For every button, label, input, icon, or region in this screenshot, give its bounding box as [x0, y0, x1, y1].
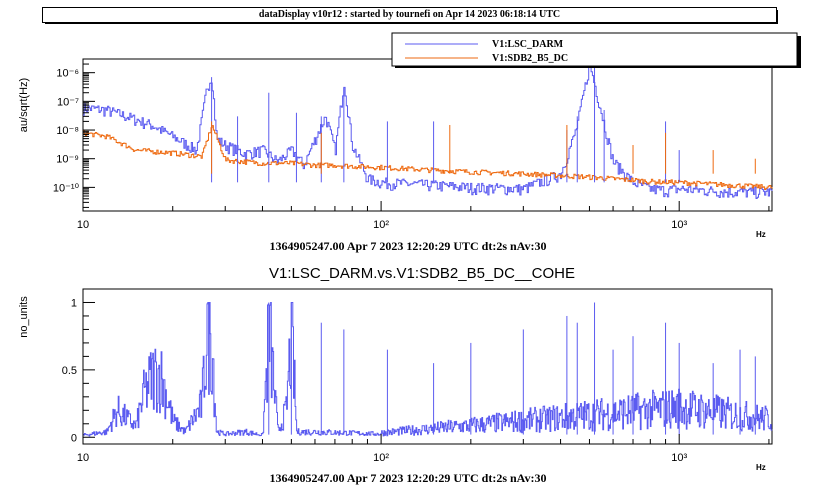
asd-ytick-label: 10⁻⁹ — [56, 154, 79, 166]
asd-axes: 10 10² 10³ 10⁻¹⁰ 10⁻⁹ 10⁻⁸ 10⁻⁷ 10⁻⁶ — [53, 58, 770, 231]
asd-xtick-label: 10² — [373, 219, 389, 231]
coherence-ytick-label: 0 — [71, 432, 77, 444]
asd-xtick-label: 10 — [77, 219, 89, 231]
coherence-title: V1:LSC_DARM.vs.V1:SDB2_B5_DC__COHE — [269, 265, 575, 282]
app-title-banner: dataDisplay v10r12 : started by tournefi… — [42, 7, 777, 23]
coherence-axes: 10 10² 10³ 0 0.5 1 — [62, 297, 770, 464]
coherence-xtick-label: 10³ — [671, 452, 687, 464]
legend-label-darm: V1:LSC_DARM — [492, 39, 564, 50]
series-line-coherence — [83, 302, 773, 437]
coherence-plot-frame — [82, 288, 773, 445]
coherence-xtick-label: 10 — [77, 452, 89, 464]
coherence-ytick-label: 1 — [71, 297, 77, 309]
legend-box — [391, 32, 798, 67]
asd-ytick-label: 10⁻¹⁰ — [53, 182, 80, 194]
coherence-plot: V1:LSC_DARM.vs.V1:SDB2_B5_DC__COHE 10 10²… — [18, 265, 773, 485]
asd-ylabel: au/sqrt(Hz) — [18, 78, 30, 132]
coherence-series-group — [83, 302, 773, 437]
asd-plot: 10 10² 10³ 10⁻¹⁰ 10⁻⁹ 10⁻⁸ 10⁻⁷ 10⁻⁶ au/sqrt(Hz… — [18, 58, 773, 253]
coherence-ylabel: no_units — [18, 296, 30, 338]
coherence-xunit: Hz — [756, 463, 766, 472]
asd-xunit: Hz — [756, 230, 766, 239]
legend[interactable]: V1:LSC_DARM V1:SDB2_B5_DC — [391, 32, 801, 68]
asd-ytick-label: 10⁻⁷ — [57, 96, 79, 108]
coherence-ytick-label: 0.5 — [62, 365, 77, 377]
asd-ytick-label: 10⁻⁶ — [56, 68, 79, 80]
series-line-darm — [83, 63, 773, 199]
asd-series-group — [83, 63, 773, 199]
asd-ytick-label: 10⁻⁸ — [56, 125, 79, 137]
series-line-sdb2 — [83, 125, 773, 190]
legend-label-sdb2: V1:SDB2_B5_DC — [492, 53, 568, 64]
asd-xlabel: 1364905247.00 Apr 7 2023 12:20:29 UTC dt… — [270, 239, 547, 253]
asd-xtick-label: 10³ — [671, 219, 687, 231]
coherence-xlabel: 1364905247.00 Apr 7 2023 12:20:29 UTC dt… — [270, 471, 547, 485]
asd-plot-frame — [82, 58, 773, 212]
coherence-xtick-label: 10² — [373, 452, 389, 464]
